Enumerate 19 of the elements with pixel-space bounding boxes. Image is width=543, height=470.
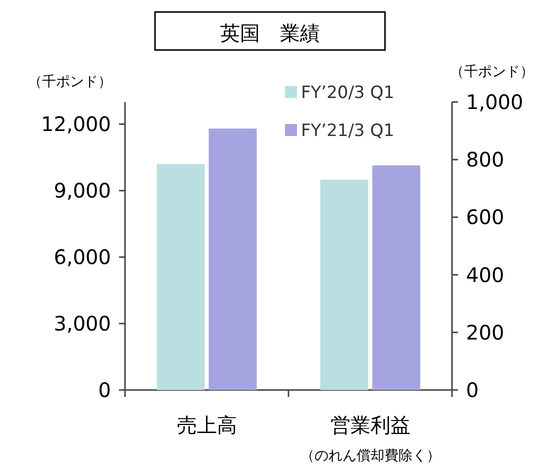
y-tick-label: 6,000 (54, 245, 111, 270)
y-tick-label: 3,000 (54, 312, 111, 336)
y2-tick-label: 0 (466, 378, 479, 402)
y2-tick-label: 800 (466, 148, 504, 172)
legend-label: FY’21/3 Q1 (301, 121, 394, 141)
legend-label: FY’20/3 Q1 (301, 83, 394, 103)
y-axis-title: （千ポンド） (28, 74, 112, 90)
y2-tick-label: 200 (466, 320, 504, 344)
y-tick-label: 0 (98, 378, 111, 402)
y-tick-label: 9,000 (54, 178, 111, 203)
y2-tick-label: 1,000 (466, 90, 524, 114)
y2-tick-label: 600 (466, 205, 504, 230)
y-tick-label: 12,000 (41, 112, 111, 136)
x-tick-label: 売上高 (176, 413, 237, 437)
text: （のれん償却費除く） (300, 448, 440, 464)
y2-axis-title: （千ポンド） (450, 64, 534, 80)
y2-tick-label: 400 (466, 262, 504, 287)
chart-title: 英国 業績 (220, 21, 320, 45)
x-tick-label: 営業利益 (330, 413, 410, 437)
